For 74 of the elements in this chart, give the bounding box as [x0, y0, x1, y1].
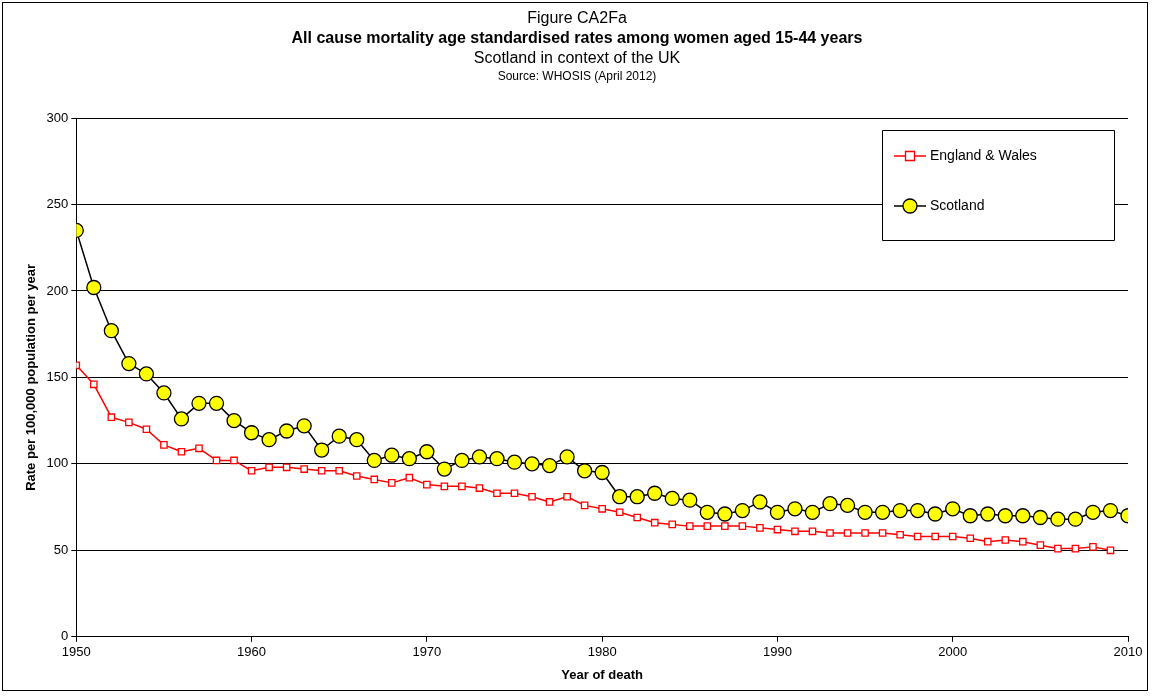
x-tick-label: 1970: [412, 644, 442, 660]
point: [528, 492, 536, 501]
point: [861, 529, 869, 537]
point: [650, 518, 659, 527]
point: [878, 529, 887, 537]
point: [756, 524, 764, 532]
point: [300, 465, 308, 473]
x-tick-label: 1960: [237, 644, 267, 660]
point: [265, 463, 273, 472]
x-tick-label: 2000: [938, 644, 968, 660]
point: [615, 508, 624, 517]
point: [423, 480, 431, 489]
y-tick-label: 150: [46, 368, 69, 384]
text: Figure CA2Fa: [526, 8, 628, 28]
point: [107, 413, 116, 422]
point: [89, 380, 98, 389]
legend-label: Scotland: [930, 196, 985, 213]
y-tick-label: 250: [46, 196, 69, 212]
point: [545, 498, 554, 506]
point: [352, 472, 361, 480]
point: [843, 529, 852, 537]
point: [703, 522, 712, 530]
point: [896, 530, 904, 539]
x-axis-title: Year of death: [561, 666, 644, 682]
point: [563, 492, 571, 501]
point: [142, 425, 151, 434]
point: [177, 447, 186, 456]
point: [405, 473, 414, 482]
point: [983, 537, 992, 546]
point: [317, 466, 326, 475]
point: [668, 520, 677, 529]
point: [475, 484, 484, 492]
x-tick-label: 1950: [61, 644, 91, 660]
point: [335, 466, 344, 475]
point: [195, 444, 203, 453]
legend-label: England & Wales: [930, 146, 1037, 163]
point: [808, 527, 817, 536]
point: [160, 441, 168, 449]
x-tick-label: 2010: [1113, 644, 1143, 660]
x-tick-label: 1990: [762, 644, 792, 660]
point: [510, 489, 519, 498]
point: [370, 475, 379, 484]
point: [282, 463, 291, 472]
y-tick-label: 0: [61, 628, 69, 644]
point: [791, 527, 799, 536]
y-tick-label: 200: [46, 282, 69, 298]
point: [1054, 544, 1062, 553]
point: [966, 534, 975, 543]
y-tick-label: 100: [46, 455, 69, 471]
point: [125, 418, 133, 427]
point: [1036, 541, 1045, 549]
point: [685, 522, 694, 530]
point: [458, 482, 466, 491]
point: [230, 456, 238, 465]
point: [1019, 537, 1027, 546]
point: [493, 489, 501, 498]
y-axis-title: Rate per 100,000 population per year: [23, 263, 39, 491]
point: [1001, 536, 1010, 544]
chart-subtitle: Scotland in context of the UK: [472, 48, 682, 68]
source-note: Source: WHOSIS (April 2012): [496, 68, 658, 84]
y-tick-label: 50: [53, 541, 69, 557]
point: [948, 532, 957, 541]
point: [721, 522, 729, 530]
point: [1089, 543, 1097, 551]
point: [387, 479, 396, 487]
point: [598, 505, 606, 513]
chart-title: All cause mortality age standardised rates among women aged 15-44 years: [290, 28, 864, 48]
y-tick-label: 300: [46, 109, 69, 125]
point: [931, 532, 940, 541]
point: [738, 522, 747, 530]
x-tick-label: 1980: [587, 644, 617, 660]
point: [826, 529, 834, 537]
point: [633, 513, 642, 522]
point: [247, 466, 256, 475]
